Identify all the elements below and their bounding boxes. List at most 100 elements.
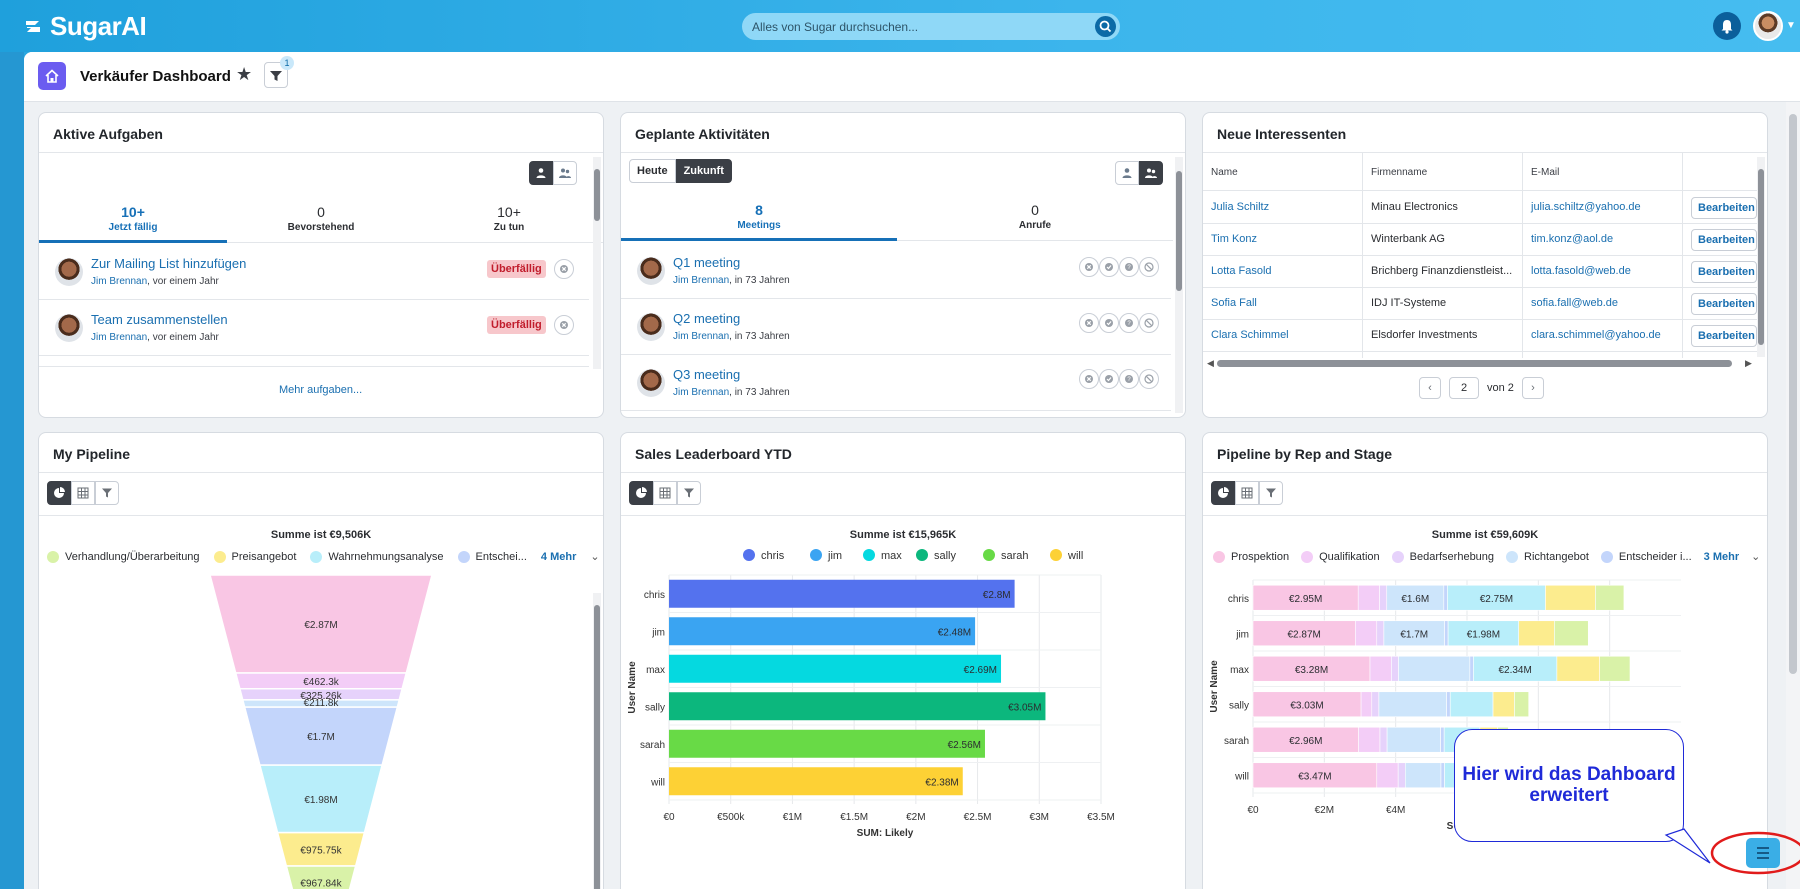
tab-bevorstehend[interactable]: 0 Bevorstehend <box>227 197 415 242</box>
close-task-button[interactable] <box>554 315 574 335</box>
legend-item[interactable]: Preisangebot <box>213 550 296 563</box>
page-scrollbar[interactable] <box>1786 102 1800 889</box>
accept-button[interactable] <box>1099 369 1119 389</box>
toggle-heute[interactable]: Heute <box>629 159 676 183</box>
tab-zu-tun[interactable]: 10+ Zu tun <box>415 197 603 242</box>
scroll-left-icon[interactable]: ◀ <box>1207 358 1214 368</box>
close-meeting-button[interactable] <box>1079 369 1099 389</box>
email-link[interactable]: clara.schimmel@yahoo.de <box>1531 329 1661 341</box>
email-link[interactable]: sofia.fall@web.de <box>1531 297 1618 309</box>
chevron-down-icon[interactable]: ▼ <box>1786 20 1796 31</box>
tentative-button[interactable]: ? <box>1119 313 1139 333</box>
chart-view-button[interactable] <box>629 481 653 505</box>
legend-item[interactable]: Bedarfserhebung <box>1391 550 1494 563</box>
decline-button[interactable] <box>1139 369 1159 389</box>
user-link[interactable]: Jim Brennan <box>673 275 730 286</box>
scroll-right-icon[interactable]: ▶ <box>1745 358 1752 368</box>
close-task-button[interactable] <box>554 259 574 279</box>
task-link[interactable]: Team zusammenstellen <box>91 312 228 327</box>
email-link[interactable]: julia.schiltz@yahoo.de <box>1531 201 1641 213</box>
tentative-button[interactable]: ? <box>1119 369 1139 389</box>
edit-button[interactable]: Bearbeiten <box>1691 197 1757 219</box>
chevron-down-icon[interactable]: ⌄ <box>590 551 600 563</box>
email-link[interactable]: tim.konz@aol.de <box>1531 233 1614 245</box>
lead-name-link[interactable]: Clara Schimmel <box>1211 329 1289 341</box>
next-page-button[interactable]: › <box>1521 377 1544 399</box>
scrollbar[interactable] <box>1175 157 1183 413</box>
star-icon[interactable]: ★ <box>236 64 253 84</box>
scrollbar[interactable] <box>593 593 601 889</box>
decline-button[interactable] <box>1139 257 1159 277</box>
legend-more-link[interactable]: 4 Mehr <box>540 550 577 563</box>
chart-filter-button[interactable] <box>95 481 119 505</box>
scrollbar[interactable] <box>1757 157 1765 357</box>
table-view-button[interactable] <box>71 481 95 505</box>
toggle-zukunft[interactable]: Zukunft <box>675 159 732 183</box>
horizontal-scrollbar[interactable] <box>1217 360 1732 367</box>
table-view-button[interactable] <box>653 481 677 505</box>
close-meeting-button[interactable] <box>1079 313 1099 333</box>
column-header[interactable]: Firmenname <box>1371 167 1428 178</box>
accept-button[interactable] <box>1099 313 1119 333</box>
legend-item[interactable]: Richtangebot <box>1506 550 1589 563</box>
scrollbar[interactable] <box>593 157 601 369</box>
legend-item[interactable]: Qualifikation <box>1301 550 1380 563</box>
email-link[interactable]: lotta.fasold@web.de <box>1531 265 1631 277</box>
edit-button[interactable]: Bearbeiten <box>1691 261 1757 283</box>
chart-filter-button[interactable] <box>1259 481 1283 505</box>
search-input[interactable] <box>742 13 1082 40</box>
prev-page-button[interactable]: ‹ <box>1419 377 1441 399</box>
table-view-button[interactable] <box>1235 481 1259 505</box>
legend-item[interactable]: Entscheider i... <box>1600 550 1692 563</box>
legend-item[interactable]: Wahrnehmungsanalyse <box>310 550 444 563</box>
chart-filter-button[interactable] <box>677 481 701 505</box>
chart-view-button[interactable] <box>47 481 71 505</box>
dashboard-menu-button[interactable] <box>1746 838 1780 868</box>
tentative-button[interactable]: ? <box>1119 257 1139 277</box>
legend-more-link[interactable]: 3 Mehr <box>1703 550 1740 563</box>
lead-name-link[interactable]: Tim Konz <box>1211 233 1258 245</box>
legend-item[interactable]: Prospektion <box>1213 550 1289 563</box>
accept-button[interactable] <box>1099 257 1119 277</box>
search-button[interactable] <box>1095 16 1116 37</box>
chevron-down-icon[interactable]: ⌄ <box>1751 551 1761 563</box>
chart-view-button[interactable] <box>1211 481 1235 505</box>
meeting-link[interactable]: Q2 meeting <box>673 311 741 326</box>
meeting-time: , in 73 Jahren <box>729 331 790 342</box>
edit-button[interactable]: Bearbeiten <box>1691 229 1757 251</box>
decline-button[interactable] <box>1139 313 1159 333</box>
user-avatar[interactable] <box>1753 11 1783 41</box>
legend-item[interactable]: Verhandlung/Überarbeitung <box>47 550 200 563</box>
column-header[interactable]: E-Mail <box>1531 167 1560 178</box>
dashboard-filter-button[interactable] <box>264 62 288 88</box>
my-items-button[interactable] <box>1115 161 1139 185</box>
more-tasks-link[interactable]: Mehr aufgaben... <box>279 384 363 396</box>
task-link[interactable]: Zur Mailing List hinzufügen <box>91 256 247 271</box>
user-link[interactable]: Jim Brennan <box>91 276 148 287</box>
team-items-button[interactable] <box>553 161 577 185</box>
lead-name-link[interactable]: Julia Schiltz <box>1211 201 1270 213</box>
lead-name-link[interactable]: Sofia Fall <box>1211 297 1257 309</box>
sugar-logo[interactable]: SugarAI <box>22 11 147 42</box>
tab-jetzt-faellig[interactable]: 10+ Jetzt fällig <box>39 197 227 243</box>
close-meeting-button[interactable] <box>1079 257 1099 277</box>
page-input[interactable]: 2 <box>1449 377 1479 399</box>
tab-meetings[interactable]: 8 Meetings <box>621 195 897 241</box>
lead-name-link[interactable]: Lotta Fasold <box>1211 265 1272 277</box>
my-items-button[interactable] <box>529 161 553 185</box>
edit-button[interactable]: Bearbeiten <box>1691 325 1757 347</box>
user-link[interactable]: Jim Brennan <box>673 387 730 398</box>
global-search[interactable] <box>742 13 1120 40</box>
tab-anrufe[interactable]: 0 Anrufe <box>897 195 1173 240</box>
stacked-segment <box>1443 584 1448 611</box>
home-button[interactable] <box>38 62 66 90</box>
legend-item[interactable]: Entschei... <box>457 550 527 563</box>
edit-button[interactable]: Bearbeiten <box>1691 293 1757 315</box>
meeting-link[interactable]: Q1 meeting <box>673 255 741 270</box>
meeting-link[interactable]: Q3 meeting <box>673 367 741 382</box>
column-header[interactable]: Name <box>1211 167 1238 178</box>
user-link[interactable]: Jim Brennan <box>673 331 730 342</box>
user-link[interactable]: Jim Brennan <box>91 332 148 343</box>
notifications-button[interactable] <box>1713 12 1741 40</box>
team-items-button[interactable] <box>1139 161 1163 185</box>
